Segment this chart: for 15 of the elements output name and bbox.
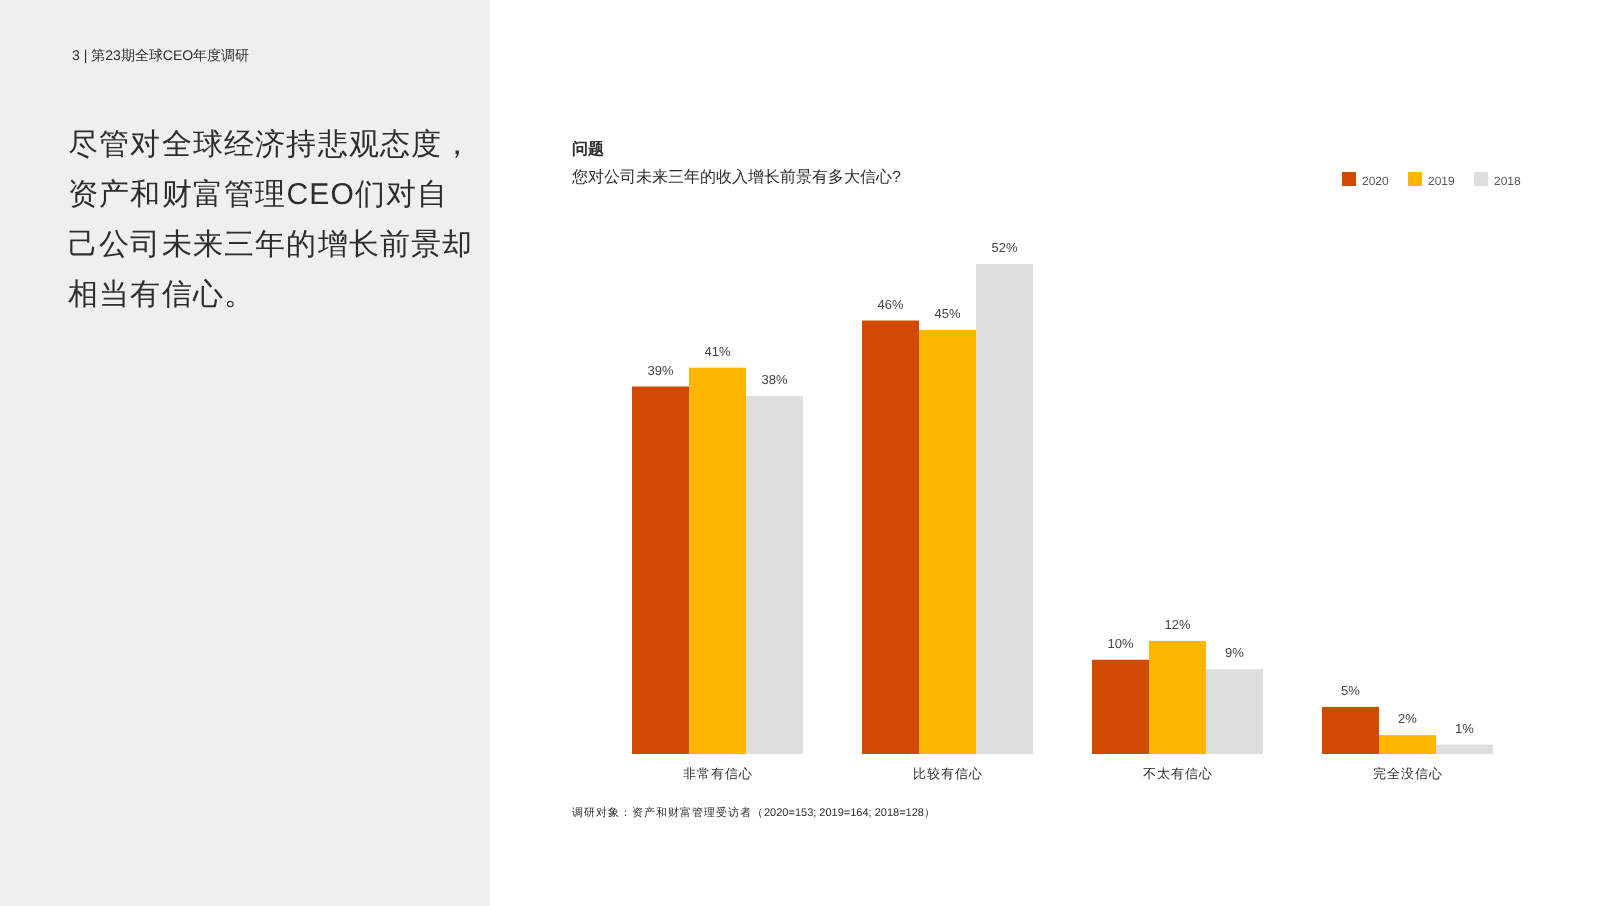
- bar: [746, 395, 803, 754]
- bar: [1149, 640, 1206, 754]
- bar: [862, 320, 919, 754]
- bar: [689, 367, 746, 754]
- bar: [1092, 659, 1149, 754]
- bar: [976, 264, 1033, 754]
- bar: [1206, 669, 1263, 754]
- bar: [1379, 735, 1436, 754]
- text: 问题: [572, 140, 604, 158]
- bar: [919, 329, 976, 754]
- bar: [1436, 744, 1493, 754]
- bar: [1322, 706, 1379, 754]
- chart-title: 您对公司未来三年的收入增长前景有多大信心?: [570, 168, 902, 186]
- bar: [632, 386, 689, 754]
- text: 尽管对全球经济持悲观态度，资产和财富管理CEO们对自己公司未来三年的增长前景却相当有信心。: [68, 126, 476, 316]
